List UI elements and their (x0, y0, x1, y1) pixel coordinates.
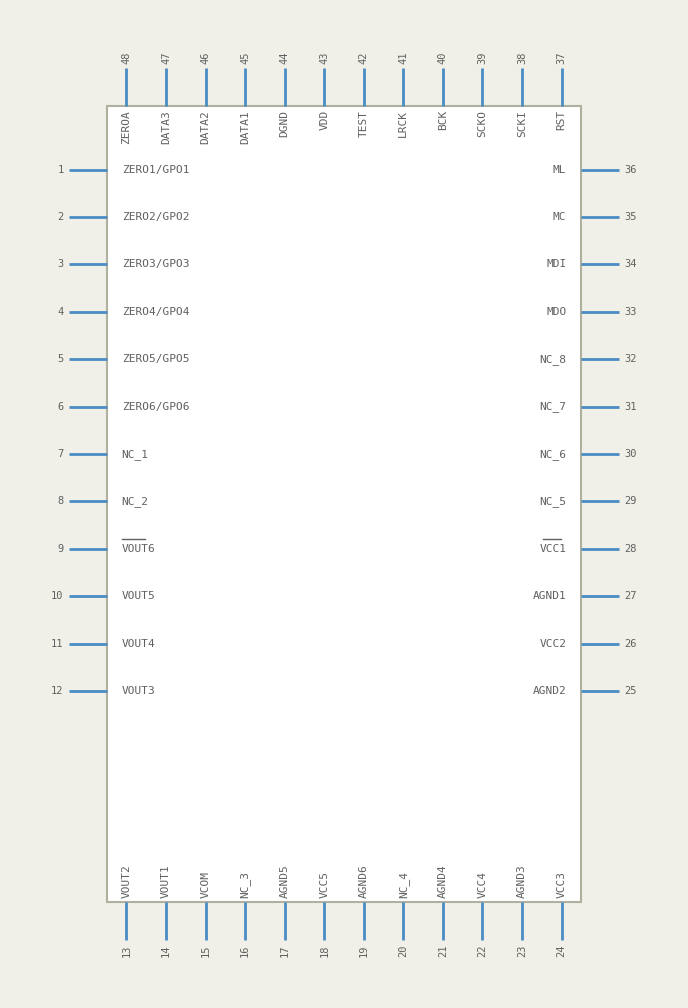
Text: ZEROA: ZEROA (121, 110, 131, 143)
Text: NC_3: NC_3 (239, 871, 250, 898)
Text: VCC3: VCC3 (557, 871, 567, 898)
Text: 38: 38 (517, 51, 527, 64)
Text: 10: 10 (51, 592, 63, 602)
Text: VOUT6: VOUT6 (122, 544, 155, 553)
Text: NC_2: NC_2 (122, 496, 149, 507)
Text: 36: 36 (625, 164, 637, 174)
Text: 6: 6 (57, 401, 63, 411)
Text: NC_6: NC_6 (539, 449, 566, 460)
Text: ML: ML (553, 164, 566, 174)
Text: BCK: BCK (438, 110, 448, 130)
Text: 42: 42 (358, 51, 369, 64)
Text: AGND4: AGND4 (438, 865, 448, 898)
Text: 17: 17 (279, 944, 290, 957)
Text: AGND3: AGND3 (517, 865, 527, 898)
Text: 33: 33 (625, 306, 637, 317)
Text: 1: 1 (57, 164, 63, 174)
Text: SCKO: SCKO (477, 110, 488, 137)
Text: 30: 30 (625, 449, 637, 459)
Text: ZERO5/GPO5: ZERO5/GPO5 (122, 354, 189, 364)
Text: DATA1: DATA1 (240, 110, 250, 143)
Text: ZERO1/GPO1: ZERO1/GPO1 (122, 164, 189, 174)
Text: VCC4: VCC4 (477, 871, 488, 898)
Text: 27: 27 (625, 592, 637, 602)
Text: 41: 41 (398, 51, 409, 64)
Text: AGND5: AGND5 (279, 865, 290, 898)
Text: VOUT3: VOUT3 (122, 686, 155, 697)
Text: 39: 39 (477, 51, 488, 64)
Text: 19: 19 (358, 944, 369, 957)
Text: AGND2: AGND2 (533, 686, 566, 697)
Text: VCOM: VCOM (200, 871, 211, 898)
Text: TEST: TEST (358, 110, 369, 137)
Text: 3: 3 (57, 259, 63, 269)
Text: 23: 23 (517, 944, 527, 957)
Text: 11: 11 (51, 639, 63, 649)
Text: 48: 48 (121, 51, 131, 64)
Text: VCC2: VCC2 (539, 639, 566, 649)
Text: VOUT1: VOUT1 (161, 865, 171, 898)
Bar (107, 106, 581, 902)
Text: MDI: MDI (546, 259, 566, 269)
Text: 24: 24 (557, 944, 567, 957)
Text: VOUT2: VOUT2 (121, 865, 131, 898)
Text: LRCK: LRCK (398, 110, 409, 137)
Text: 22: 22 (477, 944, 488, 957)
Text: 4: 4 (57, 306, 63, 317)
Text: 5: 5 (57, 354, 63, 364)
Text: VDD: VDD (319, 110, 330, 130)
Text: 34: 34 (625, 259, 637, 269)
Text: 18: 18 (319, 944, 330, 957)
Text: 31: 31 (625, 401, 637, 411)
Text: ZERO2/GPO2: ZERO2/GPO2 (122, 212, 189, 222)
Text: 20: 20 (398, 944, 409, 957)
Text: VCC1: VCC1 (539, 544, 566, 553)
Text: DATA3: DATA3 (161, 110, 171, 143)
Text: 40: 40 (438, 51, 448, 64)
Text: NC_8: NC_8 (539, 354, 566, 365)
Text: 8: 8 (57, 497, 63, 506)
Text: ZERO3/GPO3: ZERO3/GPO3 (122, 259, 189, 269)
Text: 45: 45 (240, 51, 250, 64)
Text: 35: 35 (625, 212, 637, 222)
Text: 32: 32 (625, 354, 637, 364)
Text: 7: 7 (57, 449, 63, 459)
Text: NC_7: NC_7 (539, 401, 566, 412)
Text: 37: 37 (557, 51, 567, 64)
Text: 46: 46 (200, 51, 211, 64)
Text: MC: MC (553, 212, 566, 222)
Text: VOUT5: VOUT5 (122, 592, 155, 602)
Text: 12: 12 (51, 686, 63, 697)
Text: NC_4: NC_4 (398, 871, 409, 898)
Text: SCKI: SCKI (517, 110, 527, 137)
Text: DATA2: DATA2 (200, 110, 211, 143)
Text: DGND: DGND (279, 110, 290, 137)
Text: 14: 14 (161, 944, 171, 957)
Text: 2: 2 (57, 212, 63, 222)
Text: 13: 13 (121, 944, 131, 957)
Text: NC_5: NC_5 (539, 496, 566, 507)
Text: 44: 44 (279, 51, 290, 64)
Text: 25: 25 (625, 686, 637, 697)
Text: AGND6: AGND6 (358, 865, 369, 898)
Text: 9: 9 (57, 544, 63, 553)
Text: MDO: MDO (546, 306, 566, 317)
Text: 15: 15 (200, 944, 211, 957)
Text: 47: 47 (161, 51, 171, 64)
Text: AGND1: AGND1 (533, 592, 566, 602)
Text: ZERO4/GPO4: ZERO4/GPO4 (122, 306, 189, 317)
Text: 16: 16 (240, 944, 250, 957)
Text: ZERO6/GPO6: ZERO6/GPO6 (122, 401, 189, 411)
Text: VOUT4: VOUT4 (122, 639, 155, 649)
Text: 21: 21 (438, 944, 448, 957)
Text: RST: RST (557, 110, 567, 130)
Text: NC_1: NC_1 (122, 449, 149, 460)
Text: VCC5: VCC5 (319, 871, 330, 898)
Text: 26: 26 (625, 639, 637, 649)
Text: 28: 28 (625, 544, 637, 553)
Text: 43: 43 (319, 51, 330, 64)
Text: 29: 29 (625, 497, 637, 506)
